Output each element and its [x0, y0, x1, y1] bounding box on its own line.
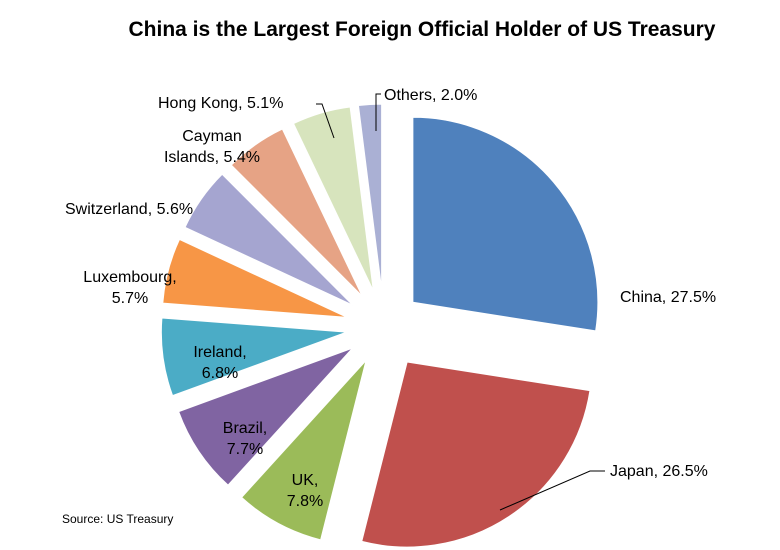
leader-line-others	[375, 93, 381, 131]
label-line: Others, 2.0%	[384, 87, 477, 104]
slice-switzerland	[184, 173, 354, 306]
slice-hong-kong	[292, 106, 374, 291]
source-note: Source: US Treasury	[62, 512, 173, 526]
slice-others	[357, 103, 383, 290]
label-line: Ireland,	[193, 344, 246, 361]
slice-brazil	[178, 347, 353, 486]
slice-uk	[240, 360, 367, 541]
label-ireland: Ireland, 6.8%	[193, 344, 246, 382]
label-line: UK,	[292, 472, 319, 489]
label-line: Islands, 5.4%	[164, 149, 260, 166]
slice-labels: China, 27.5% Japan, 26.5% UK, 7.8% Brazil, 7.…	[65, 87, 716, 510]
label-line: 6.8%	[202, 365, 238, 382]
label-luxembourg: Luxembourg, 5.7%	[83, 269, 176, 307]
label-line: Brazil,	[223, 420, 267, 437]
label-hong-kong: Hong Kong, 5.1%	[158, 95, 283, 112]
slice-luxembourg	[162, 238, 348, 318]
label-line: Cayman	[182, 128, 242, 145]
label-line: 5.7%	[112, 290, 148, 307]
label-brazil: Brazil, 7.7%	[223, 420, 267, 458]
label-line: China, 27.5%	[620, 289, 716, 306]
label-others: Others, 2.0%	[384, 87, 477, 104]
leader-line-japan	[499, 470, 605, 511]
leader-lines	[316, 93, 605, 511]
pie-slices	[160, 103, 599, 548]
slice-japan	[361, 361, 591, 548]
label-cayman-islands: Cayman Islands, 5.4%	[164, 128, 260, 166]
label-line: Luxembourg,	[83, 269, 176, 286]
label-line: Hong Kong, 5.1%	[158, 95, 283, 112]
label-line: Japan, 26.5%	[610, 463, 708, 480]
label-line: Switzerland, 5.6%	[65, 201, 193, 218]
label-switzerland: Switzerland, 5.6%	[65, 201, 193, 218]
slice-cayman-islands	[230, 128, 363, 297]
label-line: 7.8%	[287, 493, 323, 510]
label-japan: Japan, 26.5%	[610, 463, 708, 480]
leader-line-hong-kong	[316, 103, 335, 139]
label-line: 7.7%	[227, 441, 263, 458]
slice-ireland	[160, 317, 347, 397]
label-china: China, 27.5%	[620, 289, 716, 306]
chart-title: China is the Largest Foreign Official Ho…	[129, 18, 716, 41]
slice-china	[412, 116, 599, 332]
label-uk: UK, 7.8%	[287, 472, 323, 510]
